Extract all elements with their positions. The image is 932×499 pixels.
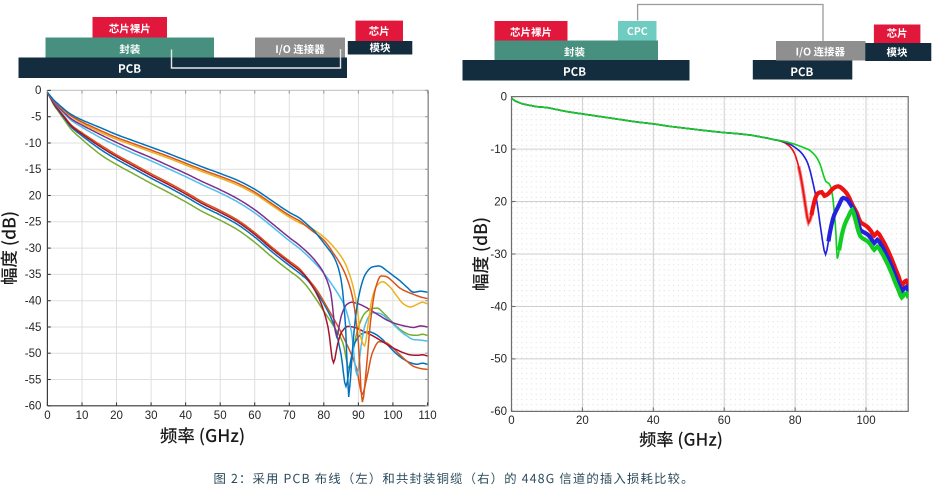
svg-text:0: 0 bbox=[44, 410, 50, 422]
svg-text:100: 100 bbox=[383, 410, 402, 422]
svg-text:70: 70 bbox=[283, 410, 296, 422]
svg-text:40: 40 bbox=[179, 410, 192, 422]
svg-text:-10: -10 bbox=[25, 138, 42, 150]
svg-text:20: 20 bbox=[494, 196, 507, 208]
svg-text:30: 30 bbox=[145, 410, 158, 422]
svg-text:20: 20 bbox=[576, 415, 589, 427]
svg-text:-50: -50 bbox=[25, 348, 42, 360]
svg-text:80: 80 bbox=[317, 410, 330, 422]
svg-text:60: 60 bbox=[248, 410, 261, 422]
svg-text:-60: -60 bbox=[490, 406, 507, 418]
svg-text:0: 0 bbox=[35, 85, 41, 97]
svg-text:90: 90 bbox=[352, 410, 365, 422]
svg-text:-25: -25 bbox=[25, 217, 42, 229]
svg-text:20: 20 bbox=[29, 190, 42, 202]
svg-text:-5: -5 bbox=[31, 112, 41, 124]
svg-text:0: 0 bbox=[501, 91, 507, 103]
svg-text:-30: -30 bbox=[25, 243, 42, 255]
svg-text:-50: -50 bbox=[490, 354, 507, 366]
svg-text:-15: -15 bbox=[25, 164, 42, 176]
svg-text:80: 80 bbox=[789, 415, 802, 427]
svg-text:-10: -10 bbox=[490, 144, 507, 156]
svg-text:60: 60 bbox=[718, 415, 731, 427]
svg-text:110: 110 bbox=[418, 410, 436, 422]
svg-text:-30: -30 bbox=[490, 249, 507, 261]
svg-text:100: 100 bbox=[856, 415, 875, 427]
svg-text:-35: -35 bbox=[25, 269, 42, 281]
svg-text:50: 50 bbox=[214, 410, 227, 422]
svg-text:-40: -40 bbox=[25, 296, 42, 308]
svg-text:-55: -55 bbox=[25, 374, 42, 386]
svg-text:-40: -40 bbox=[490, 301, 507, 313]
svg-text:20: 20 bbox=[110, 410, 123, 422]
svg-text:-60: -60 bbox=[25, 401, 42, 413]
svg-text:40: 40 bbox=[647, 415, 660, 427]
svg-text:0: 0 bbox=[508, 415, 514, 427]
svg-text:-45: -45 bbox=[25, 322, 42, 334]
svg-text:10: 10 bbox=[76, 410, 89, 422]
